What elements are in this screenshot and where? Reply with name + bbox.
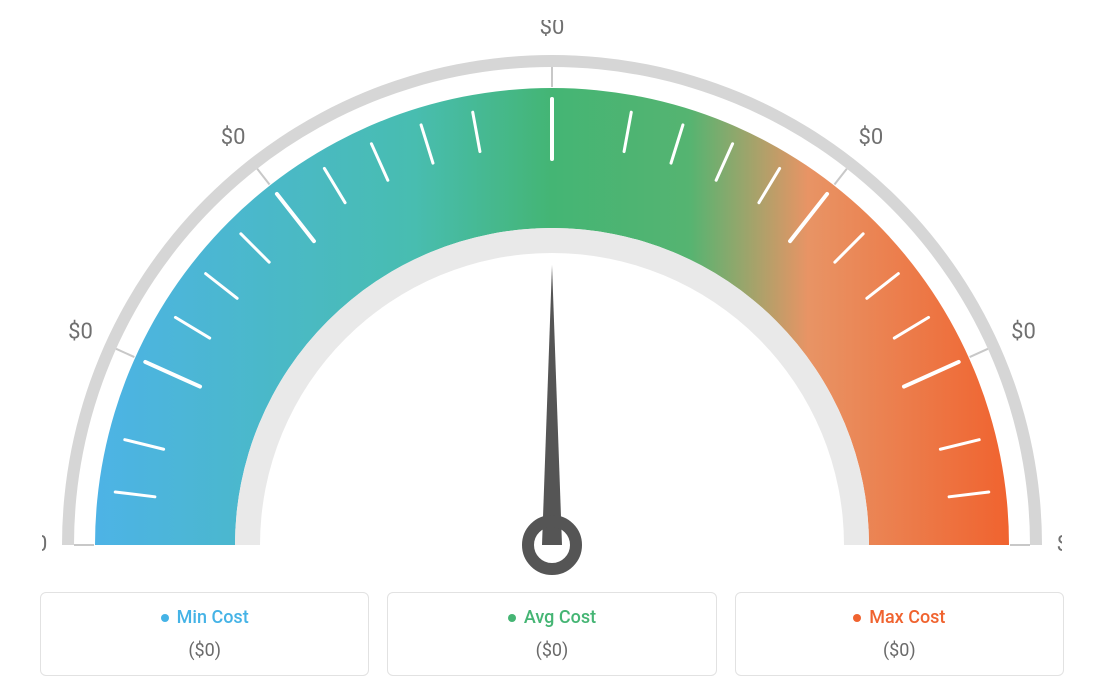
legend-card-min: Min Cost ($0) xyxy=(40,592,369,677)
gauge-chart: $0 $0 $0 $0 $0 $0 $0 xyxy=(42,20,1062,580)
svg-text:$0: $0 xyxy=(1057,532,1062,557)
legend-min-label: Min Cost xyxy=(177,607,249,628)
legend-card-avg: Avg Cost ($0) xyxy=(387,592,716,677)
legend-avg-label: Avg Cost xyxy=(524,607,596,628)
legend-avg-value: ($0) xyxy=(398,640,705,661)
svg-text:$0: $0 xyxy=(42,532,47,557)
svg-text:$0: $0 xyxy=(68,320,93,345)
legend-max-dot xyxy=(853,614,861,622)
legend-avg-label-row: Avg Cost xyxy=(508,607,596,628)
legend-min-value: ($0) xyxy=(51,640,358,661)
legend-min-label-row: Min Cost xyxy=(161,607,249,628)
svg-text:$0: $0 xyxy=(221,125,246,150)
legend-min-dot xyxy=(161,614,169,622)
legend-max-label-row: Max Cost xyxy=(853,607,945,628)
gauge-svg: $0 $0 $0 $0 $0 $0 $0 xyxy=(42,20,1062,580)
svg-text:$0: $0 xyxy=(858,125,883,150)
legend-card-max: Max Cost ($0) xyxy=(735,592,1064,677)
gauge-cost-widget: $0 $0 $0 $0 $0 $0 $0 Min Cost ($0) Avg Cost ($… xyxy=(0,0,1104,690)
legend-row: Min Cost ($0) Avg Cost ($0) Max Cost ($0… xyxy=(40,592,1064,677)
svg-text:$0: $0 xyxy=(1011,320,1036,345)
svg-text:$0: $0 xyxy=(540,20,565,40)
legend-avg-dot xyxy=(508,614,516,622)
legend-max-label: Max Cost xyxy=(869,607,945,628)
legend-max-value: ($0) xyxy=(746,640,1053,661)
